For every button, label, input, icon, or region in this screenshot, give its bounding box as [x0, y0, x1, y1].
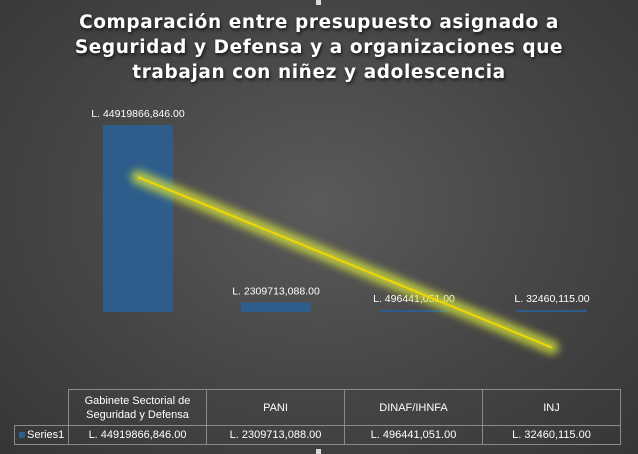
data-table-value: L. 44919866,846.00: [68, 425, 207, 445]
data-table-category-header: INJ: [482, 389, 621, 426]
data-table-category-header: Gabinete Sectorial de Seguridad y Defens…: [68, 389, 207, 426]
bar-1: [103, 125, 173, 312]
data-table: Gabinete Sectorial de Seguridad y Defens…: [14, 389, 621, 445]
chart-title: Comparación entre presupuesto asignado a…: [0, 10, 638, 85]
data-table-header-row: Gabinete Sectorial de Seguridad y Defens…: [14, 389, 621, 426]
data-table-category-header: DINAF/IHNFA: [344, 389, 483, 426]
legend-entry: Series1: [14, 425, 69, 445]
data-label-1: L. 44919866,846.00: [91, 108, 185, 120]
data-table-corner: [14, 389, 69, 426]
chart-resize-handle-top[interactable]: [316, 0, 321, 5]
chart-title-line-2: Seguridad y Defensa y a organizaciones q…: [74, 37, 564, 58]
legend-label: Series1: [27, 429, 65, 441]
bar-3: [379, 309, 449, 312]
data-label-2: L. 2309713,088.00: [232, 285, 320, 297]
bar-2: [241, 302, 311, 312]
chart-resize-handle-bottom[interactable]: [316, 449, 321, 454]
data-label-4: L. 32460,115.00: [514, 293, 589, 305]
chart-title-line-3: trabajan con niñez y adolescencia: [132, 62, 506, 83]
legend-swatch: [19, 432, 25, 439]
bar-4: [517, 310, 587, 312]
data-table-value: L. 496441,051.00: [344, 425, 483, 445]
trendline: [137, 176, 553, 349]
data-table-category-header: PANI: [206, 389, 345, 426]
chart-title-line-1: Comparación entre presupuesto asignado a: [79, 12, 559, 33]
data-table-value: L. 2309713,088.00: [206, 425, 345, 445]
data-table-series-row: Series1 L. 44919866,846.00 L. 2309713,08…: [14, 425, 621, 445]
data-table-value: L. 32460,115.00: [482, 425, 621, 445]
